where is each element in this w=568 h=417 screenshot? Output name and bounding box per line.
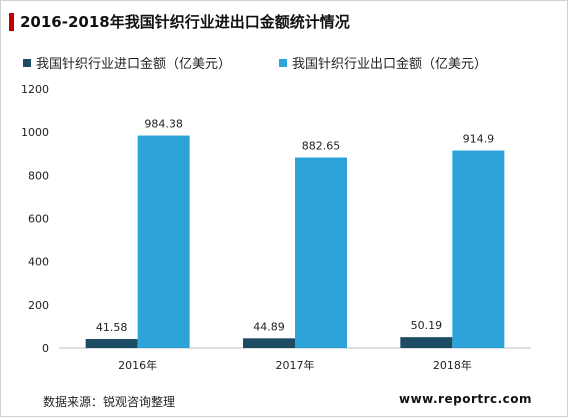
bar-export: [295, 157, 347, 348]
legend-label-export: 我国针织行业出口金额（亿美元）: [292, 57, 488, 72]
data-label-import: 50.19: [411, 319, 443, 332]
watermark: www.reportrc.com: [399, 392, 533, 406]
legend-item-export: 我国针织行业出口金额（亿美元）: [279, 53, 487, 72]
data-label-export: 882.65: [302, 139, 341, 152]
y-tick-label: 200: [28, 299, 49, 312]
y-tick-label: 600: [28, 213, 49, 226]
y-tick-label: 1200: [21, 83, 49, 96]
x-tick-label: 2018年: [433, 358, 472, 372]
y-tick-label: 400: [28, 256, 49, 269]
title-accent-bar: [9, 13, 14, 31]
legend-item-import: 我国针织行业进口金额（亿美元）: [23, 53, 231, 72]
chart-title: 2016-2018年我国针织行业进出口金额统计情况: [20, 13, 350, 31]
x-tick-label: 2016年: [118, 358, 157, 372]
bar-export: [452, 150, 505, 348]
legend-swatch-import: [23, 58, 31, 67]
x-tick-label: 2017年: [276, 358, 315, 372]
data-label-export: 984.38: [144, 118, 183, 131]
data-label-import: 44.89: [253, 320, 285, 333]
bar-import: [85, 339, 138, 348]
legend-swatch-export: [279, 58, 287, 67]
y-tick-label: 800: [28, 169, 49, 182]
bar-export: [137, 135, 190, 348]
y-tick-label: 1000: [21, 126, 49, 139]
legend-label-import: 我国针织行业进口金额（亿美元）: [36, 57, 232, 72]
source-note: 数据来源：锐观咨询整理: [43, 395, 176, 409]
bar-import: [400, 337, 453, 348]
bar-import: [243, 338, 295, 348]
data-label-import: 41.58: [96, 321, 128, 334]
y-tick-label: 0: [42, 342, 49, 355]
bar-chart: 0 200 400 600 800 1000 1200 41.58 984.38 2016年 44.…: [21, 83, 531, 372]
data-label-export: 914.9: [463, 133, 495, 146]
